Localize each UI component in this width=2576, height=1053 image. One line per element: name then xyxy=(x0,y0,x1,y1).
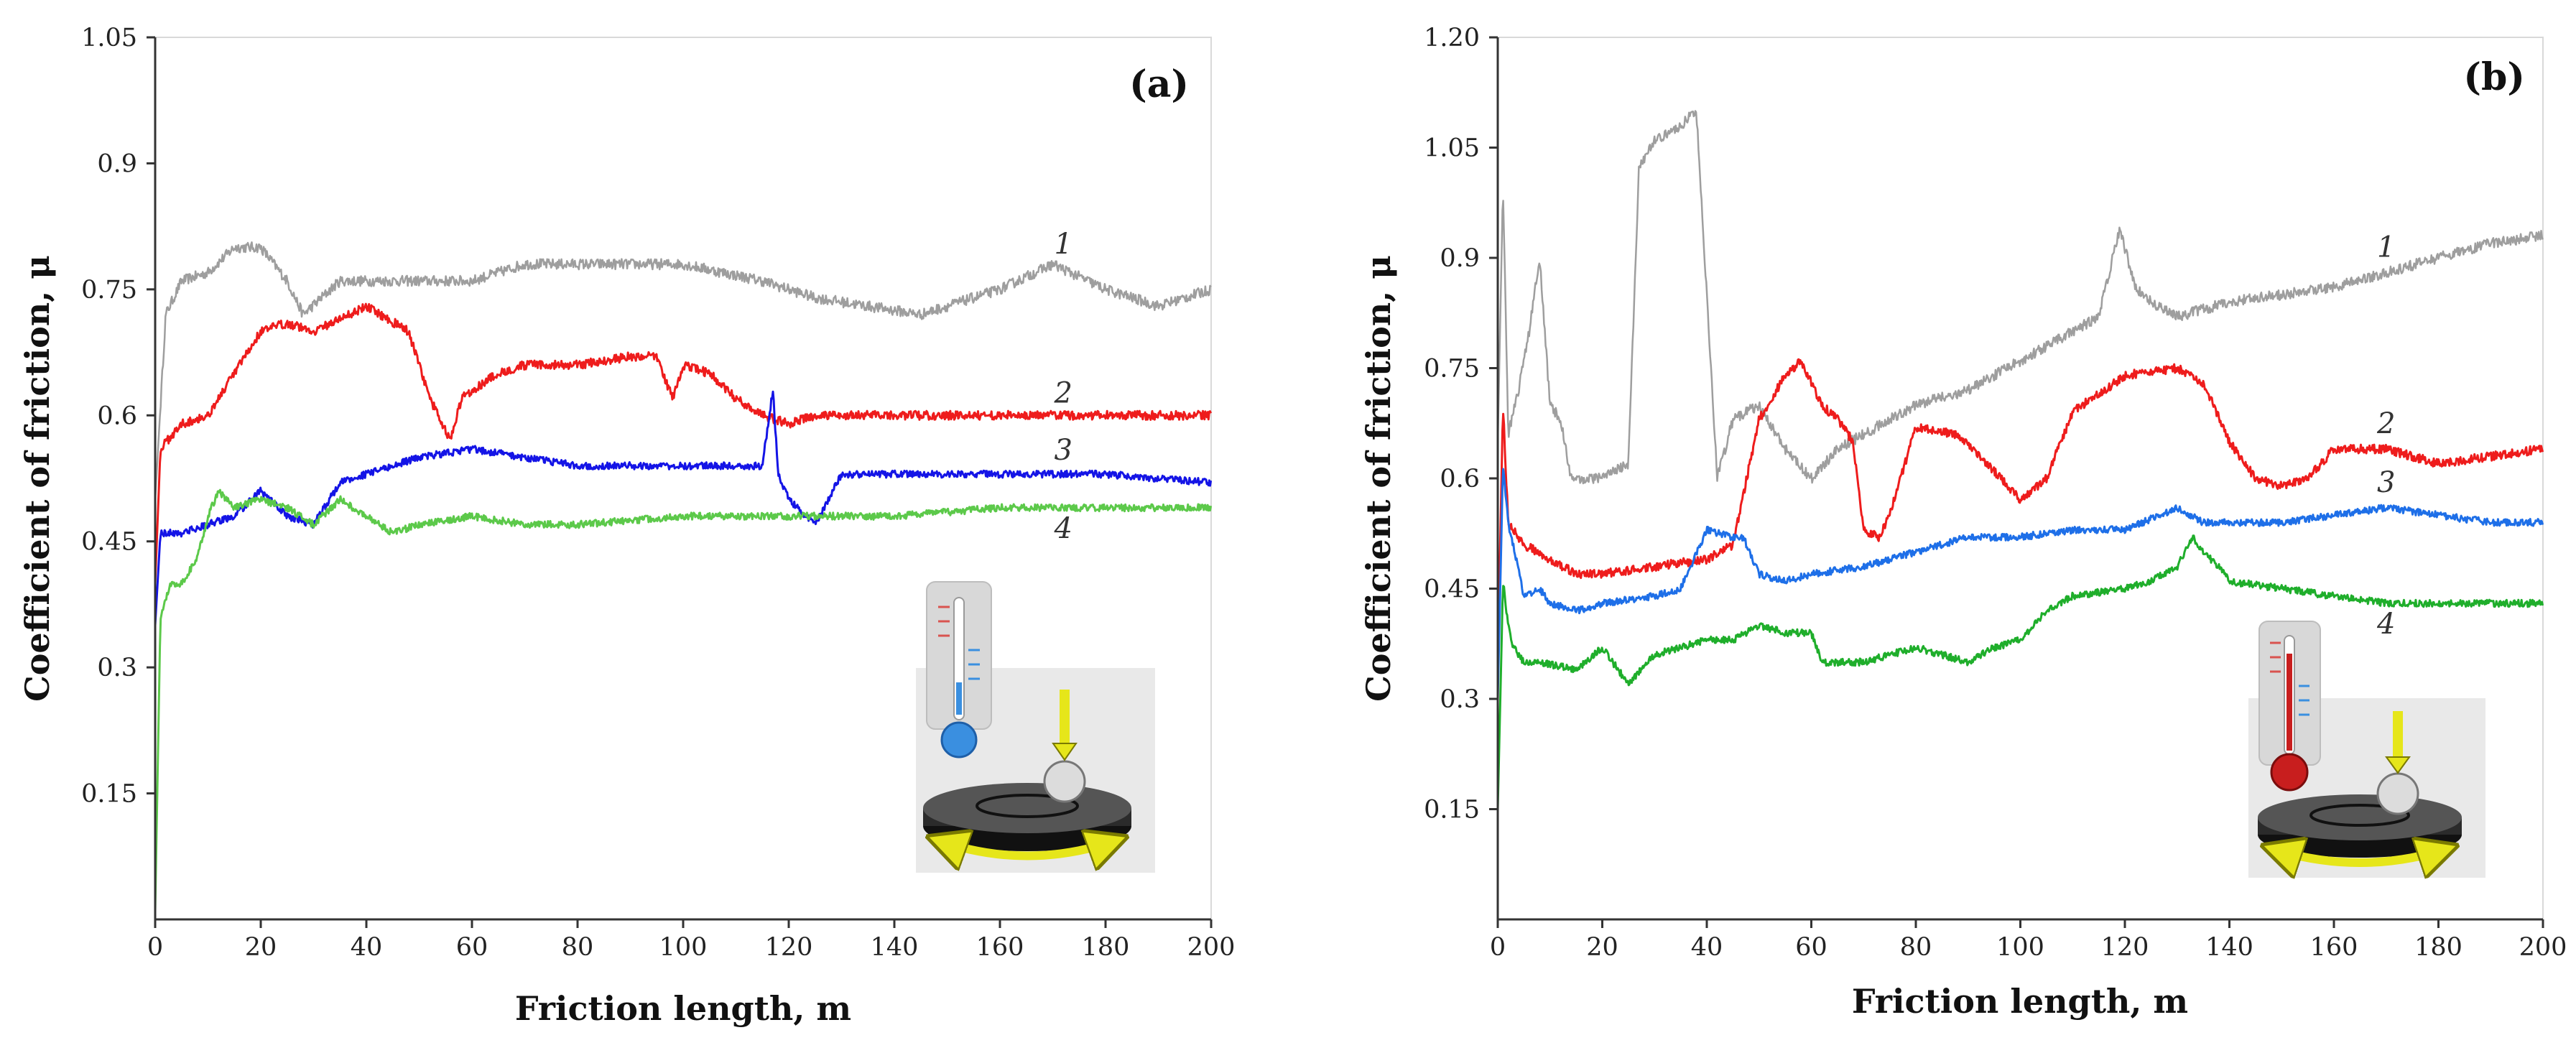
x-tick-label: 140 xyxy=(871,933,919,962)
x-axis-label: Friction length, m xyxy=(1852,982,2188,1021)
hot-thermometer-icon xyxy=(2258,621,2321,792)
y-tick-label: 0.6 xyxy=(97,402,137,430)
y-tick-label: 0.6 xyxy=(1440,465,1480,493)
series-1-label: 1 xyxy=(2377,231,2395,264)
y-tick-label: 0.15 xyxy=(81,780,137,809)
x-tick-label: 0 xyxy=(147,933,163,962)
x-tick-label: 160 xyxy=(976,933,1024,962)
x-tick-label: 100 xyxy=(659,933,708,962)
x-tick-label: 80 xyxy=(1900,933,1932,962)
panel-label: (b) xyxy=(2463,55,2525,99)
x-tick-label: 200 xyxy=(1187,933,1236,962)
series-2-label: 2 xyxy=(2376,407,2395,440)
y-tick-label: 0.3 xyxy=(1440,685,1480,714)
x-tick-label: 40 xyxy=(351,933,383,962)
y-axis-label: Coefficient of friction, μ xyxy=(18,255,57,702)
x-tick-label: 160 xyxy=(2310,933,2358,962)
cold-thermometer-icon xyxy=(926,581,992,759)
x-tick-label: 0 xyxy=(1490,933,1506,962)
x-tick-label: 60 xyxy=(1795,933,1827,962)
y-tick-label: 0.75 xyxy=(1424,355,1480,384)
x-tick-label: 180 xyxy=(2414,933,2463,962)
x-tick-label: 20 xyxy=(245,933,277,962)
y-tick-label: 0.9 xyxy=(1440,244,1480,273)
y-tick-label: 0.75 xyxy=(81,276,137,305)
panel-label: (a) xyxy=(1129,62,1189,106)
x-tick-label: 100 xyxy=(1996,933,2044,962)
series-4-label: 4 xyxy=(1053,512,1072,545)
x-tick-label: 40 xyxy=(1691,933,1723,962)
x-tick-label: 180 xyxy=(1082,933,1130,962)
y-tick-label: 1.05 xyxy=(1424,134,1480,163)
x-tick-label: 20 xyxy=(1586,933,1618,962)
series-4-line xyxy=(1496,534,2544,810)
series-3-label: 3 xyxy=(1054,434,1072,467)
x-tick-label: 60 xyxy=(456,933,488,962)
x-tick-label: 80 xyxy=(562,933,594,962)
panel-b: 1 2 3 4 0 20 40 60 80 100 120 140 160 180 200 0.15 0.3 0… xyxy=(1359,24,2567,1021)
series-3-label: 3 xyxy=(2377,466,2395,499)
series-2-line xyxy=(1496,358,2544,662)
tribometer-inset-hot xyxy=(2248,621,2485,878)
x-axis-label: Friction length, m xyxy=(515,989,851,1028)
y-axis-label: Coefficient of friction, μ xyxy=(1359,255,1398,702)
series-1-line xyxy=(154,241,1212,500)
panel-a: 1 2 3 4 0 20 40 60 80 100 120 140 160 180 200 0.15 0.3 0… xyxy=(18,24,1235,1028)
series-2-line xyxy=(154,302,1212,584)
x-tick-label: 120 xyxy=(765,933,813,962)
series-2-label: 2 xyxy=(1053,376,1072,409)
series-1-label: 1 xyxy=(1054,228,1072,261)
y-tick-label: 0.9 xyxy=(97,149,137,178)
y-tick-label: 1.20 xyxy=(1424,24,1480,52)
series-3-line xyxy=(1496,468,2544,700)
tribometer-inset-cold xyxy=(916,581,1155,873)
y-tick-label: 0.3 xyxy=(97,654,137,682)
series-4-label: 4 xyxy=(2376,608,2395,641)
pin-on-disc-icon xyxy=(2258,711,2462,863)
y-tick-label: 0.45 xyxy=(81,528,137,557)
series-1-line xyxy=(1496,110,2544,485)
y-tick-label: 1.05 xyxy=(81,24,137,52)
pin-on-disc-icon xyxy=(923,690,1131,856)
x-tick-label: 120 xyxy=(2101,933,2149,962)
x-tick-label: 140 xyxy=(2205,933,2253,962)
series-3-line xyxy=(154,390,1213,626)
y-tick-label: 0.45 xyxy=(1424,575,1480,604)
x-tick-label: 200 xyxy=(2519,933,2567,962)
series-4-line xyxy=(154,488,1213,911)
y-tick-label: 0.15 xyxy=(1424,796,1480,825)
